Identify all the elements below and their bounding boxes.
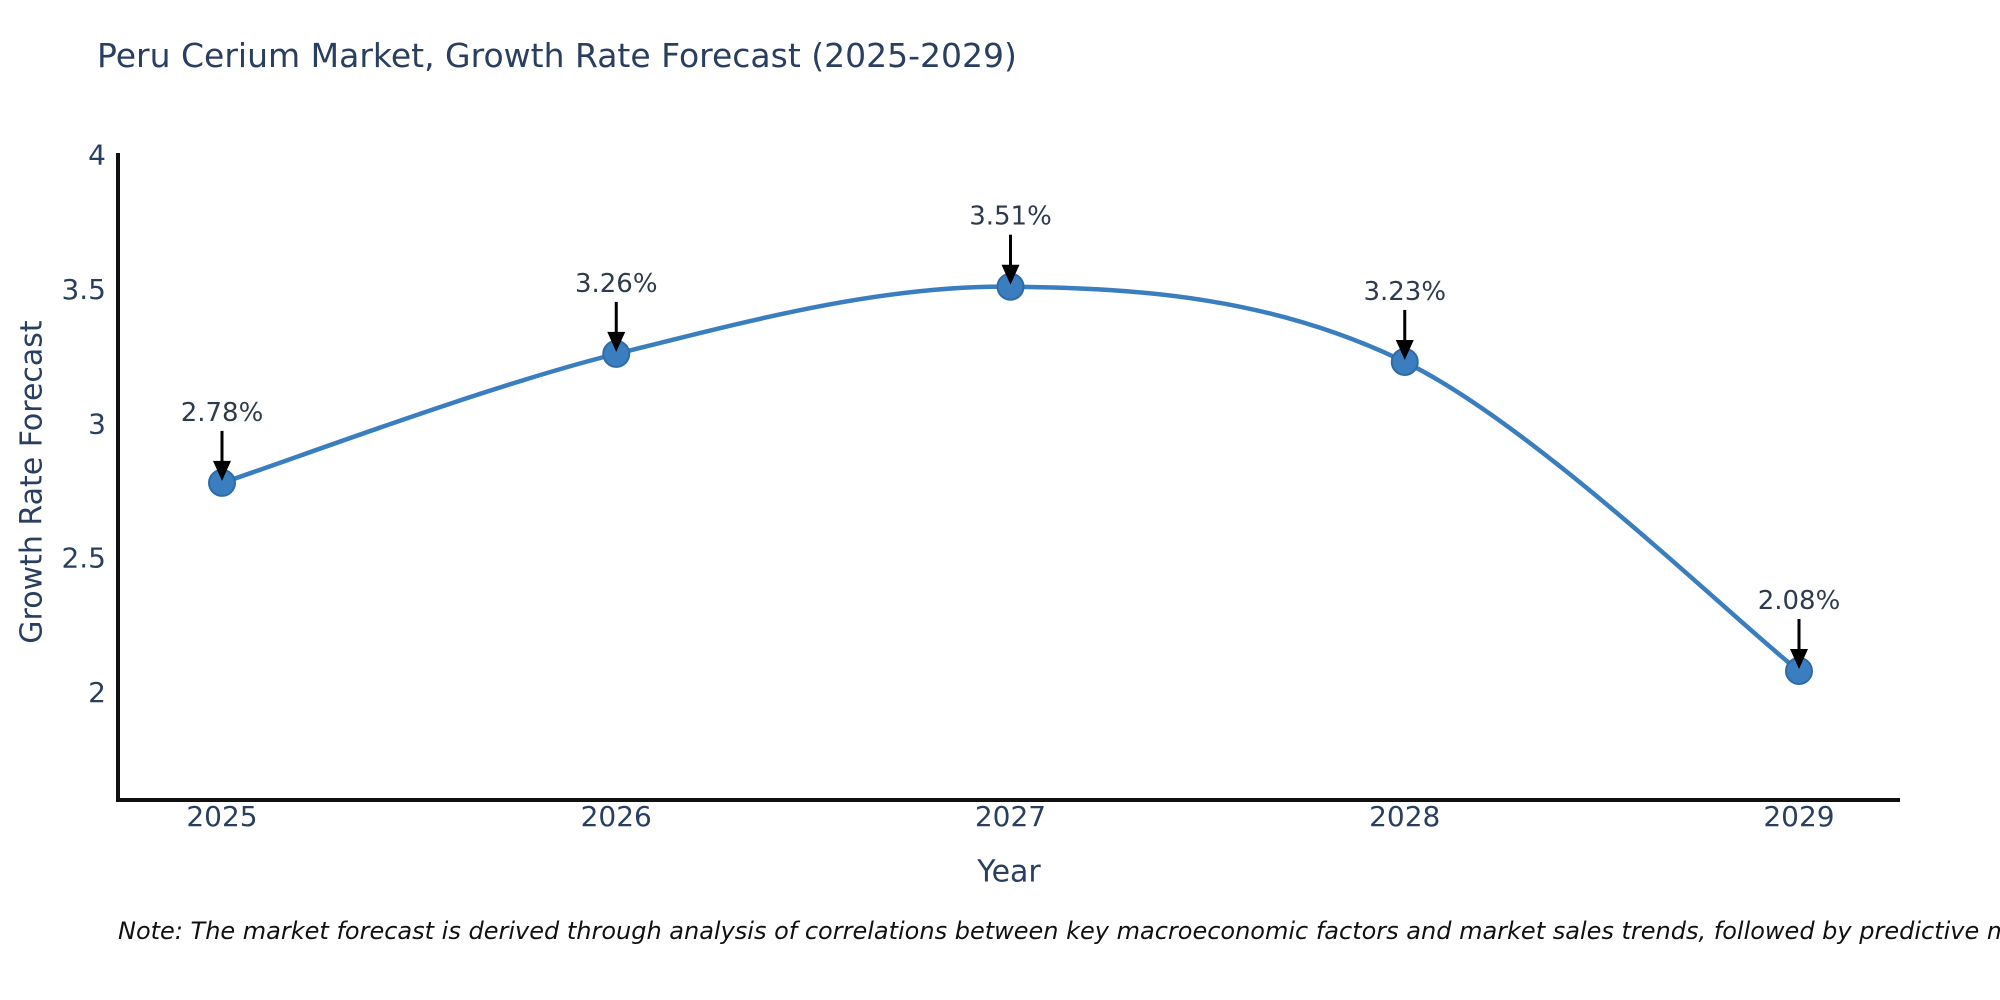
x-tick-label: 2027 — [975, 800, 1046, 833]
x-tick-label: 2026 — [581, 800, 652, 833]
y-tick-label: 2 — [88, 676, 106, 709]
annotation-arrowhead — [1395, 339, 1414, 360]
x-tick-label: 2028 — [1369, 800, 1440, 833]
annotation-arrowhead — [607, 331, 626, 352]
annotation-label: 2.78% — [181, 398, 264, 428]
y-tick-label: 3 — [88, 407, 106, 440]
y-tick-label: 3.5 — [61, 273, 106, 306]
annotation-arrowhead — [1001, 264, 1020, 285]
footnote: Note: The market forecast is derived thr… — [118, 917, 2000, 945]
y-tick-label: 4 — [88, 139, 106, 172]
series-line — [219, 284, 1802, 674]
axis-lines — [116, 153, 1900, 802]
x-axis-title: Year — [977, 854, 1041, 890]
annotation-arrowhead — [213, 460, 231, 481]
annotation-label: 3.23% — [1363, 277, 1446, 307]
annotation-label: 3.51% — [969, 202, 1052, 232]
annotation-label: 2.08% — [1758, 586, 1841, 616]
y-axis-title: Growth Rate Forecast — [14, 320, 50, 644]
y-tick-label: 2.5 — [61, 542, 106, 575]
x-tick-label: 2025 — [186, 800, 257, 833]
chart-title: Peru Cerium Market, Growth Rate Forecast… — [97, 36, 1017, 75]
x-tick-label: 2029 — [1763, 800, 1834, 833]
annotation-label: 3.26% — [575, 269, 658, 299]
annotation-arrowhead — [1790, 649, 1808, 669]
